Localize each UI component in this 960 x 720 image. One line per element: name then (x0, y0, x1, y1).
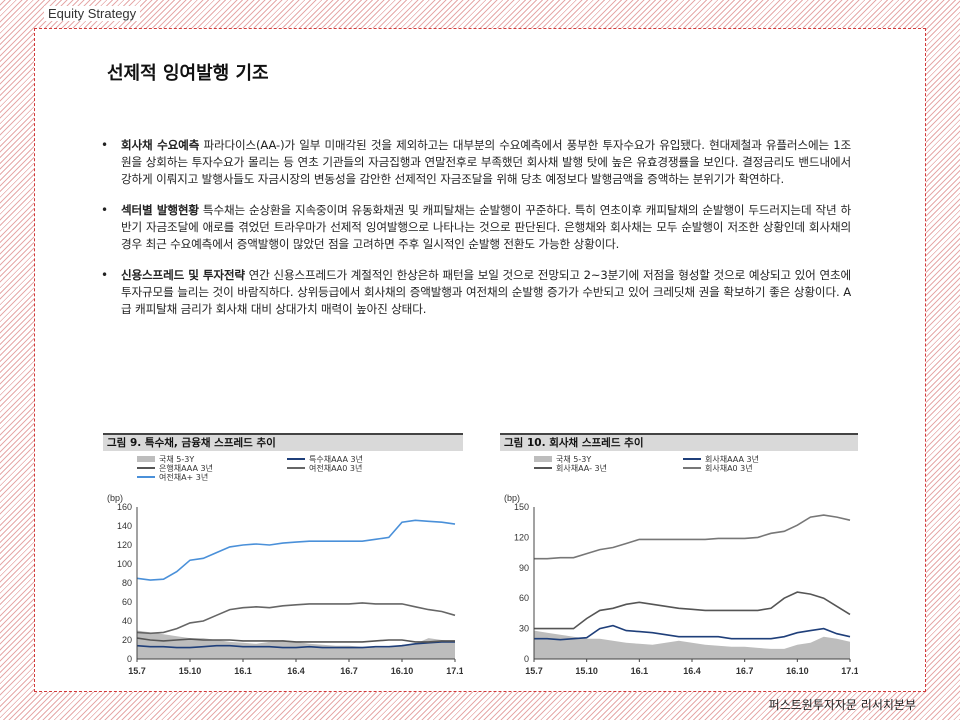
y-tick-label: 120 (117, 540, 132, 550)
series-area (137, 630, 455, 659)
list-item: • 신용스프레드 및 투자전략 연간 신용스프레드가 계절적인 한상은하 패턴을… (101, 267, 851, 318)
y-axis-label: (bp) (107, 493, 123, 503)
bullet-icon: • (101, 203, 109, 217)
y-tick-label: 120 (514, 532, 529, 542)
legend-entry: 국채 5-3Y (556, 454, 591, 464)
bullet-text: 섹터별 발행현황 특수채는 순상환을 지속중이며 유동화채권 및 캐피탈채는 순… (121, 202, 851, 253)
legend-entry: 여전채AA0 3년 (309, 463, 362, 473)
x-tick-label: 16.4 (287, 666, 305, 676)
footer-label: 퍼스트원투자자문 리서치본부 (768, 698, 916, 712)
x-tick-label: 17.1 (841, 666, 858, 676)
series-line (534, 514, 851, 560)
legend-entry: 회사채A0 3년 (705, 463, 753, 473)
series-line (136, 602, 456, 635)
y-tick-label: 40 (122, 616, 132, 626)
bullet-icon: • (101, 138, 109, 152)
series-area (534, 630, 850, 659)
y-tick-label: 100 (117, 559, 132, 569)
x-tick-label: 17.1 (446, 666, 463, 676)
y-axis-label: (bp) (504, 493, 520, 503)
series-line (136, 637, 455, 643)
y-tick-label: 0 (524, 654, 529, 664)
y-tick-label: 150 (514, 502, 529, 512)
bullet-body: 파라다이스(AA-)가 일부 미매각된 것을 제외하고는 대부분의 수요예측에서… (121, 138, 851, 186)
list-item: • 회사채 수요예측 파라다이스(AA-)가 일부 미매각된 것을 제외하고는 … (101, 137, 851, 188)
y-tick-label: 140 (117, 521, 132, 531)
legend-entry: 회사채AAA 3년 (705, 454, 759, 464)
page-frame: 선제적 잉여발행 기조 • 회사채 수요예측 파라다이스(AA-)가 일부 미매… (34, 28, 926, 692)
y-tick-label: 90 (519, 563, 529, 573)
x-tick-label: 16.7 (340, 666, 358, 676)
y-tick-label: 60 (519, 593, 529, 603)
bullet-body: 특수채는 순상환을 지속중이며 유동화채권 및 캐피탈채는 순발행이 꾸준하다.… (121, 203, 851, 251)
figure-9: 그림 9. 특수채, 금융채 스프레드 추이 (bp) 국채 5-3Y 특수채AAA… (103, 433, 463, 679)
legend-entry: 국채 5-3Y (159, 454, 194, 464)
legend-entry: 특수채AAA 3년 (309, 454, 363, 464)
series-line (136, 519, 456, 581)
legend-entry: 은행채AAA 3년 (159, 463, 213, 473)
figure-title: 그림 10. 회사채 스프레드 추이 (500, 433, 858, 451)
legend-swatch (137, 456, 155, 462)
bullet-heading: 신용스프레드 및 투자전략 (121, 268, 245, 282)
x-tick-label: 15.7 (525, 666, 543, 676)
y-tick-label: 30 (519, 624, 529, 634)
y-tick-label: 160 (117, 502, 132, 512)
bullet-icon: • (101, 268, 109, 282)
bullet-body: 연간 신용스프레드가 계절적인 한상은하 패턴을 보일 것으로 전망되고 2~3… (121, 268, 851, 316)
series-line (534, 624, 851, 641)
bullet-list: • 회사채 수요예측 파라다이스(AA-)가 일부 미매각된 것을 제외하고는 … (101, 137, 851, 332)
list-item: • 섹터별 발행현황 특수채는 순상환을 지속중이며 유동화채권 및 캐피탈채는… (101, 202, 851, 253)
x-tick-label: 16.4 (683, 666, 701, 676)
page-title: 선제적 잉여발행 기조 (107, 63, 269, 84)
x-tick-label: 16.10 (391, 666, 414, 676)
bullet-text: 회사채 수요예측 파라다이스(AA-)가 일부 미매각된 것을 제외하고는 대부… (121, 137, 851, 188)
x-tick-label: 15.7 (128, 666, 146, 676)
y-tick-label: 20 (122, 635, 132, 645)
bullet-heading: 회사채 수요예측 (121, 138, 200, 152)
y-tick-label: 80 (122, 578, 132, 588)
x-tick-label: 16.1 (234, 666, 252, 676)
figure-title: 그림 9. 특수채, 금융채 스프레드 추이 (103, 433, 463, 451)
y-tick-label: 60 (122, 597, 132, 607)
x-tick-label: 15.10 (575, 666, 598, 676)
bullet-heading: 섹터별 발행현황 (121, 203, 199, 217)
x-tick-label: 16.7 (736, 666, 754, 676)
figure-10: 그림 10. 회사채 스프레드 추이 (bp) 국채 5-3Y 회사채AAA 3년 회… (500, 433, 858, 679)
bullet-text: 신용스프레드 및 투자전략 연간 신용스프레드가 계절적인 한상은하 패턴을 보… (121, 267, 851, 318)
legend-entry: 여전채A+ 3년 (159, 472, 208, 482)
legend-entry: 회사채AA- 3년 (556, 463, 607, 473)
x-tick-label: 16.10 (786, 666, 809, 676)
header-label: Equity Strategy (44, 6, 141, 21)
series-line (534, 591, 851, 630)
y-tick-label: 0 (127, 654, 132, 664)
x-tick-label: 15.10 (179, 666, 202, 676)
series-line (136, 641, 455, 649)
x-tick-label: 16.1 (631, 666, 649, 676)
legend-swatch (534, 456, 552, 462)
